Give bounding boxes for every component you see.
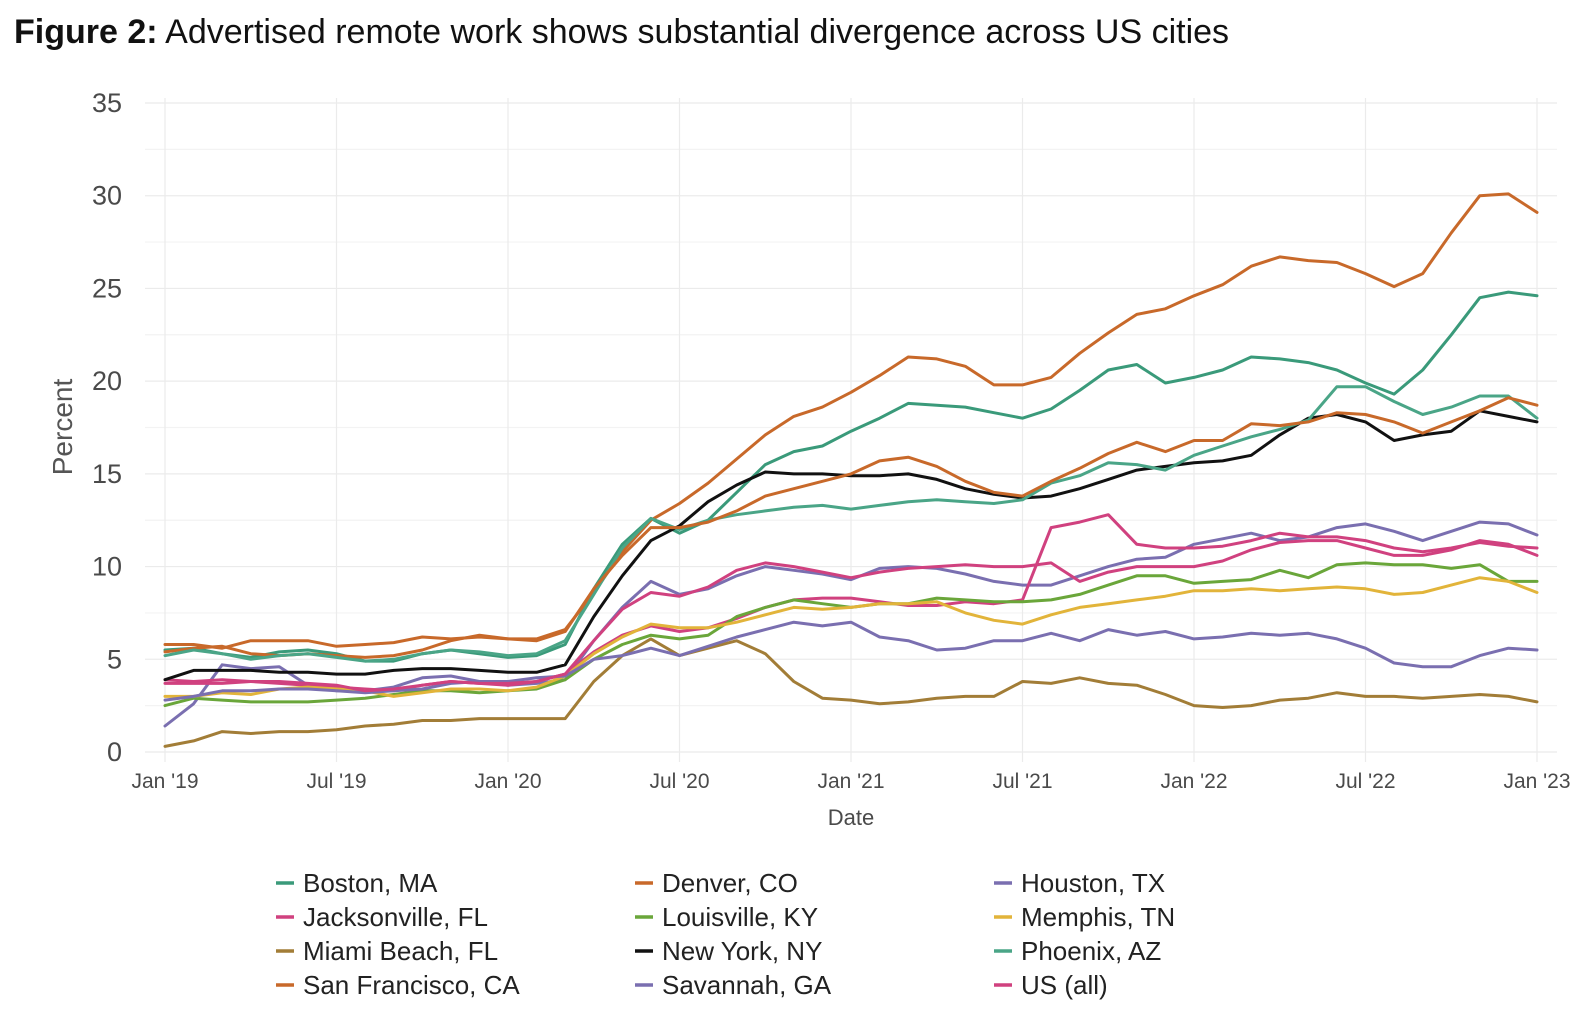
legend-label: San Francisco, CA xyxy=(303,970,520,1000)
x-tick-label: Jan '22 xyxy=(1160,770,1227,793)
series-line-savannah-ga xyxy=(163,620,1539,702)
y-axis-ticks: 0 5 10 15 20 25 30 35 xyxy=(92,88,122,767)
legend-label: Miami Beach, FL xyxy=(303,936,498,966)
legend-item-savannah-ga: Savannah, GA xyxy=(635,970,832,1000)
y-tick-label: 25 xyxy=(92,273,122,303)
legend-item-jacksonville-fl: Jacksonville, FL xyxy=(276,902,488,932)
x-tick-label: Jul '19 xyxy=(306,770,366,793)
x-tick-label: Jan '23 xyxy=(1503,770,1570,793)
legend-item-phoenix-az: Phoenix, AZ xyxy=(994,936,1161,966)
legend-label: US (all) xyxy=(1021,970,1108,1000)
legend-label: Denver, CO xyxy=(662,868,798,898)
legend-label: Louisville, KY xyxy=(662,902,818,932)
series-line-memphis-tn xyxy=(163,576,1539,698)
series-line-denver-co xyxy=(163,192,1539,659)
y-axis-label: Percent xyxy=(47,379,78,476)
x-tick-label: Jul '21 xyxy=(992,770,1052,793)
legend-label: Savannah, GA xyxy=(662,970,832,1000)
chart-title: Figure 2: Advertised remote work shows s… xyxy=(14,10,1229,54)
gridlines xyxy=(145,98,1557,762)
series-line-san-francisco-ca xyxy=(163,396,1539,650)
x-tick-label: Jul '22 xyxy=(1335,770,1395,793)
legend-item-denver-co: Denver, CO xyxy=(635,868,798,898)
series-line-us-all xyxy=(163,539,1539,693)
legend-item-boston-ma: Boston, MA xyxy=(276,868,438,898)
legend-item-louisville-ky: Louisville, KY xyxy=(635,902,818,932)
legend-item-new-york-ny: New York, NY xyxy=(635,936,822,966)
y-tick-label: 0 xyxy=(107,737,122,767)
legend-label: Houston, TX xyxy=(1021,868,1165,898)
x-tick-label: Jan '19 xyxy=(131,770,198,793)
y-tick-label: 15 xyxy=(92,459,122,489)
legend-item-memphis-tn: Memphis, TN xyxy=(994,902,1175,932)
legend-label: Phoenix, AZ xyxy=(1021,936,1161,966)
legend: Boston, MA Denver, CO Houston, TX Jacksonvi… xyxy=(276,868,1175,1000)
x-tick-label: Jan '20 xyxy=(474,770,541,793)
series-line-phoenix-az xyxy=(163,385,1539,663)
y-tick-label: 10 xyxy=(92,552,122,582)
series-lines xyxy=(163,192,1539,748)
y-tick-label: 30 xyxy=(92,181,122,211)
chart-title-text: Advertised remote work shows substantial… xyxy=(165,13,1230,51)
legend-label: Memphis, TN xyxy=(1021,902,1175,932)
legend-label: New York, NY xyxy=(662,936,822,966)
series-line-boston-ma xyxy=(163,290,1539,663)
series-line-miami-beach-fl xyxy=(163,637,1539,748)
legend-item-houston-tx: Houston, TX xyxy=(994,868,1165,898)
x-axis-label: Date xyxy=(828,805,874,830)
figure-number: Figure 2: xyxy=(14,13,158,51)
x-tick-label: Jan '21 xyxy=(817,770,884,793)
y-tick-label: 35 xyxy=(92,88,122,118)
y-tick-label: 20 xyxy=(92,366,122,396)
legend-item-miami-beach-fl: Miami Beach, FL xyxy=(276,936,498,966)
legend-label: Jacksonville, FL xyxy=(303,902,488,932)
x-tick-label: Jul '20 xyxy=(649,770,709,793)
legend-item-san-francisco-ca: San Francisco, CA xyxy=(276,970,520,1000)
y-tick-label: 5 xyxy=(107,644,122,674)
legend-label: Boston, MA xyxy=(303,868,438,898)
legend-item-us-all: US (all) xyxy=(994,970,1108,1000)
x-axis-ticks: Jan '19 Jul '19 Jan '20 Jul '20 Jan '21 Jul '… xyxy=(131,770,1570,793)
